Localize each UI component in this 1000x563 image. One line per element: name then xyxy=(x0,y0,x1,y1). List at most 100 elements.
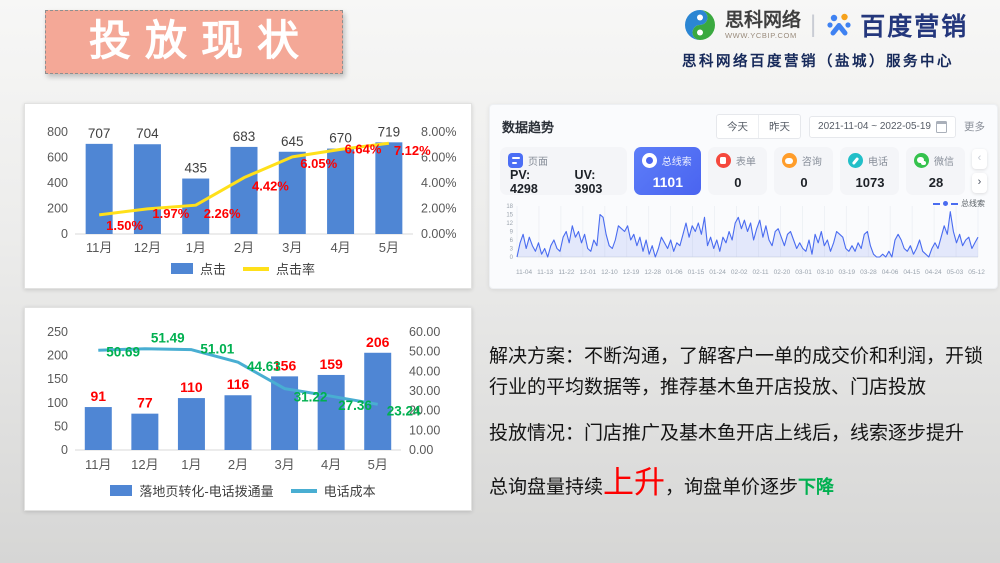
svg-text:116: 116 xyxy=(227,376,250,392)
legend-dot-icon xyxy=(943,201,948,206)
svg-text:6.64%: 6.64% xyxy=(345,141,382,156)
brand-subtitle: 思科网络百度营销（盐城）服务中心 xyxy=(682,54,954,70)
svg-text:600: 600 xyxy=(47,151,68,165)
svg-text:50.69: 50.69 xyxy=(106,344,140,359)
metric-label: 总线索 xyxy=(661,157,692,168)
clicks-chart-card: 0 200 400 600 800 0.00% 2.00% 4.00% 6.00% 8.00% 70… xyxy=(24,103,472,289)
solution-text: 解决方案：不断沟通，了解客户一单的成交价和利润，开锁行业的平均数据等，推荐基木鱼… xyxy=(489,346,984,398)
x-tick-label: 01-06 xyxy=(665,269,683,276)
date-segment-control: 今天 昨天 xyxy=(716,114,802,139)
x-tick-label: 11-22 xyxy=(558,269,575,276)
uv-value: UV: 3903 xyxy=(574,168,603,196)
date-range-value: 2021-11-04 ~ 2022-05-19 xyxy=(818,121,931,132)
svg-text:2月: 2月 xyxy=(234,240,254,255)
svg-text:23.24: 23.24 xyxy=(387,403,421,418)
svg-text:707: 707 xyxy=(88,126,111,141)
svg-text:5月: 5月 xyxy=(379,240,399,255)
metric-card-wechat[interactable]: 微信 28 xyxy=(905,147,966,195)
x-tick-label: 04-06 xyxy=(881,269,899,276)
cards-next-button[interactable]: › xyxy=(972,173,988,193)
trend-legend-label: 总线索 xyxy=(961,199,985,208)
metric-card-form[interactable]: 表单 0 xyxy=(707,147,767,195)
trend-x-axis-labels: 11-04 11-13 11-22 12-01 12-10 12-19 12-28 01-06… xyxy=(500,268,987,276)
x-tick-label: 03-10 xyxy=(816,269,834,276)
svg-text:0.00: 0.00 xyxy=(409,443,433,457)
svg-text:200: 200 xyxy=(47,202,68,216)
svg-text:1.97%: 1.97% xyxy=(152,206,189,221)
svg-text:3月: 3月 xyxy=(282,240,302,255)
svg-text:12月: 12月 xyxy=(134,240,161,255)
svg-text:0: 0 xyxy=(510,255,514,261)
x-tick-label: 12-01 xyxy=(579,269,597,276)
x-tick-label: 11-13 xyxy=(537,269,554,276)
cards-prev-button[interactable]: ‹ xyxy=(972,149,988,169)
svg-text:30.00: 30.00 xyxy=(409,384,440,398)
calls-chart-legend: 落地页转化-电话拨通量 电话成本 xyxy=(25,481,471,500)
x-tick-label: 12-19 xyxy=(622,269,640,276)
today-button[interactable]: 今天 xyxy=(727,121,749,133)
legend-line-swatch xyxy=(243,266,269,271)
legend-line-swatch xyxy=(290,488,317,493)
data-trend-panel: 数据趋势 今天 昨天 2021-11-04 ~ 2022-05-19 更多 页面 xyxy=(489,104,998,289)
metric-label: 咨询 xyxy=(801,157,822,168)
metric-value: 1101 xyxy=(652,174,683,190)
clicks-chart-legend: 点击 点击率 xyxy=(25,259,471,278)
company-wordmark: 思科网络 WWW.YCBIP.COM xyxy=(725,9,802,40)
more-link[interactable]: 更多 xyxy=(964,121,985,133)
metric-value: 0 xyxy=(734,175,742,190)
leads-icon xyxy=(641,153,657,168)
trend-panel-title: 数据趋势 xyxy=(502,120,555,135)
svg-text:6: 6 xyxy=(510,238,514,244)
svg-text:15: 15 xyxy=(506,213,513,219)
metric-card-phone[interactable]: 电话 1073 xyxy=(839,147,899,195)
svg-text:1月: 1月 xyxy=(186,240,206,255)
company-name: 思科网络 xyxy=(725,9,802,31)
svg-text:50: 50 xyxy=(54,419,68,433)
pv-value: PV: 4298 xyxy=(510,168,538,196)
legend-label: 电话成本 xyxy=(323,484,376,499)
svg-text:206: 206 xyxy=(366,334,390,350)
x-tick-label: 12-28 xyxy=(644,269,661,276)
partner-name: 百度营销 xyxy=(860,13,969,41)
page-title: 投放现状 xyxy=(45,10,343,74)
svg-text:91: 91 xyxy=(90,388,106,404)
leads-trend-chart-area: 总线索 18 15 12 9 6 3 0 11-04 11-13 11-22 12-01 12-10… xyxy=(500,199,987,276)
metric-card-consult[interactable]: 咨询 0 xyxy=(773,147,833,195)
down-highlight: 下降 xyxy=(798,477,835,497)
date-range-picker[interactable]: 2021-11-04 ~ 2022-05-19 xyxy=(809,115,956,138)
phone-icon xyxy=(847,153,863,168)
svg-text:800: 800 xyxy=(47,125,68,139)
metric-label: 表单 xyxy=(735,157,756,168)
svg-text:200: 200 xyxy=(47,349,68,363)
svg-text:12月: 12月 xyxy=(131,457,158,472)
x-tick-label: 02-20 xyxy=(773,269,791,276)
svg-text:18: 18 xyxy=(506,204,513,210)
metric-label: 页面 xyxy=(528,157,548,168)
yesterday-button[interactable]: 昨天 xyxy=(758,115,800,138)
svg-text:40.00: 40.00 xyxy=(409,364,440,378)
svg-text:0.00%: 0.00% xyxy=(421,227,456,241)
metric-card-page[interactable]: 页面 PV: 4298 UV: 3903 xyxy=(500,147,627,196)
legend-line-icon xyxy=(951,202,958,205)
svg-text:704: 704 xyxy=(136,126,159,141)
conclusion-mid: ，询盘单价逐步 xyxy=(665,477,799,498)
notes-block: 解决方案：不断沟通，了解客户一单的成交价和利润，开锁行业的平均数据等，推荐基木鱼… xyxy=(489,341,999,508)
svg-text:10.00: 10.00 xyxy=(409,423,440,437)
svg-text:2月: 2月 xyxy=(228,457,248,472)
svg-text:159: 159 xyxy=(319,356,343,372)
svg-text:3月: 3月 xyxy=(274,457,294,472)
brand-area: 思科网络 WWW.YCBIP.COM | 百度营销 思科网络百度营销（盐城）服务… xyxy=(682,7,994,71)
metric-card-total-leads[interactable]: 总线索 1101 xyxy=(633,147,701,195)
x-tick-label: 04-15 xyxy=(903,269,920,276)
x-tick-label: 03-01 xyxy=(795,269,812,276)
svg-text:11月: 11月 xyxy=(86,240,113,255)
clicks-chart: 0 200 400 600 800 0.00% 2.00% 4.00% 6.00% 8.00% 70… xyxy=(47,124,456,255)
form-icon xyxy=(715,153,731,168)
svg-text:435: 435 xyxy=(184,161,207,176)
svg-text:0: 0 xyxy=(61,227,68,241)
svg-text:27.36: 27.36 xyxy=(338,398,372,413)
svg-text:60.00: 60.00 xyxy=(409,325,440,339)
svg-text:11月: 11月 xyxy=(85,457,112,472)
calendar-icon xyxy=(936,120,947,133)
conclusion-text: 总询盘量持续上升，询盘单价逐步下降 xyxy=(489,463,999,508)
